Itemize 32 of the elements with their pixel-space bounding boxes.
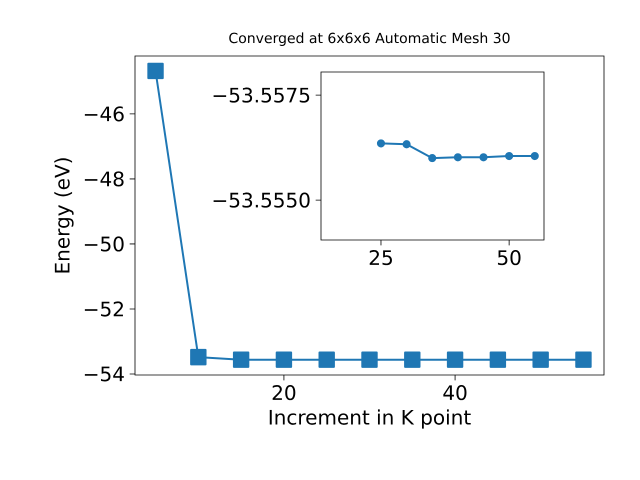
y-tick-label: −53.5550 (214, 192, 310, 208)
point (454, 153, 462, 162)
point (530, 152, 539, 160)
point (404, 352, 420, 368)
x-tick-label: 40 (443, 385, 466, 400)
y-tick-label: −48 (84, 171, 124, 186)
y-tick-label: −46 (84, 106, 124, 122)
y-tick-label: −50 (84, 236, 124, 252)
x-tick-label: 25 (370, 250, 392, 266)
chart-title: Converged at 6x6x6 Automatic Mesh 30 (229, 32, 510, 46)
point (318, 352, 335, 368)
y-tick-label: −52 (84, 301, 123, 317)
point (446, 352, 464, 368)
point (505, 152, 514, 160)
point (490, 352, 506, 368)
x-tick-label: 20 (272, 385, 296, 400)
point (376, 139, 386, 148)
point (479, 153, 488, 162)
point (361, 352, 378, 368)
y-tick-label: −53.5575 (214, 88, 310, 103)
x-tick-label: 50 (498, 250, 521, 266)
y-axis-title: Energy (eV) (54, 158, 74, 273)
point (575, 352, 592, 368)
y-tick-label: −54 (84, 366, 124, 382)
point (402, 140, 411, 148)
point (147, 62, 164, 80)
point (232, 352, 250, 368)
point (190, 348, 207, 366)
point (428, 154, 436, 162)
point (532, 352, 549, 368)
point (276, 352, 292, 368)
x-axis-title: Increment in K point (270, 409, 471, 429)
